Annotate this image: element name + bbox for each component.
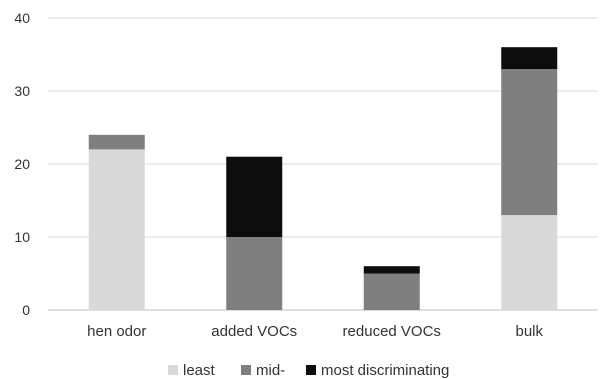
bar-segment-mid [501,69,558,216]
x-category-label: added VOCs [211,323,297,340]
legend-label: least [183,362,216,379]
legend-label: most discriminating [321,362,449,379]
bars [88,47,558,310]
bar-segment-least [88,149,145,310]
x-category-label: bulk [515,323,543,340]
bar-segment-mid [363,273,420,310]
y-tick-label: 40 [14,10,30,26]
x-category-label: reduced VOCs [343,323,441,340]
legend-label: mid- [256,362,285,379]
y-tick-label: 0 [22,302,30,318]
bar-segment-mid [226,237,283,310]
bar-segment-most-discriminating [226,156,283,237]
legend-swatch [241,365,251,375]
y-axis-tick-labels: 0 10 20 30 40 [14,10,30,318]
bar-segment-most-discriminating [363,266,420,274]
bar-segment-most-discriminating [501,47,558,70]
x-axis-category-labels: hen odor added VOCs reduced VOCs bulk [87,323,543,340]
legend-swatch [168,365,178,375]
x-category-label: hen odor [87,323,146,340]
bar-segment-least [501,215,558,310]
legend: least mid-most discriminating [168,362,449,379]
bar-segment-mid [88,134,145,150]
y-tick-label: 30 [14,83,30,99]
y-tick-label: 20 [14,156,30,172]
y-tick-label: 10 [14,229,30,245]
legend-swatch [306,365,316,375]
